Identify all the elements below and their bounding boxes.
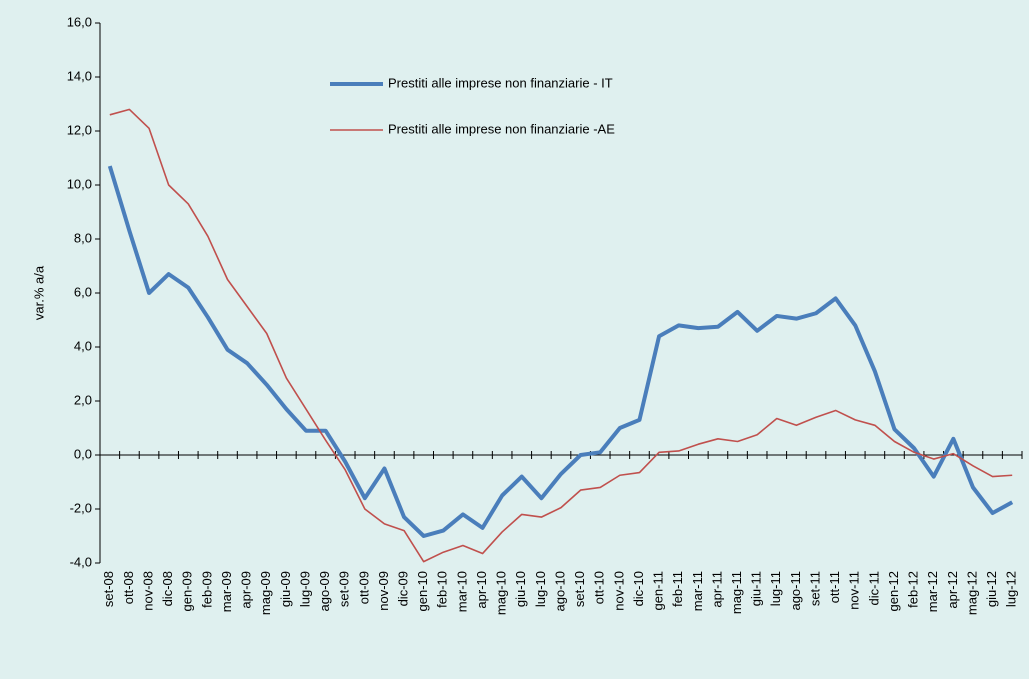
x-tick-label: feb-10 bbox=[435, 571, 450, 608]
x-tick-label: nov-10 bbox=[611, 571, 626, 611]
x-tick-label: mar-12 bbox=[925, 571, 940, 612]
x-tick-label: set-08 bbox=[101, 571, 116, 607]
y-tick-label: 4,0 bbox=[74, 338, 92, 353]
x-tick-label: feb-11 bbox=[670, 571, 685, 607]
y-tick-label: 12,0 bbox=[67, 122, 92, 137]
x-tick-label: set-11 bbox=[807, 571, 822, 606]
x-tick-label: mag-09 bbox=[258, 571, 273, 615]
x-tick-label: mag-10 bbox=[494, 571, 509, 615]
x-tick-label: nov-11 bbox=[847, 571, 862, 610]
x-tick-label: giu-12 bbox=[984, 571, 999, 607]
x-tick-label: dic-11 bbox=[866, 571, 881, 605]
x-tick-label: dic-10 bbox=[631, 571, 646, 606]
x-tick-label: ott-09 bbox=[356, 571, 371, 604]
x-tick-label: dic-08 bbox=[160, 571, 175, 606]
x-tick-label: nov-09 bbox=[376, 571, 391, 611]
x-tick-label: gen-09 bbox=[180, 571, 195, 611]
y-tick-label: 10,0 bbox=[67, 176, 92, 191]
x-tick-label: gen-12 bbox=[886, 571, 901, 611]
x-tick-label: feb-09 bbox=[199, 571, 214, 608]
x-tick-label: mag-11 bbox=[729, 571, 744, 614]
y-tick-label: 14,0 bbox=[67, 68, 92, 83]
x-tick-label: set-09 bbox=[337, 571, 352, 607]
x-tick-label: mar-11 bbox=[690, 571, 705, 611]
y-tick-label: 6,0 bbox=[74, 284, 92, 299]
series-line bbox=[109, 108, 1013, 563]
y-tick-label: 8,0 bbox=[74, 230, 92, 245]
y-tick-label: 2,0 bbox=[74, 392, 92, 407]
x-tick-label: ott-10 bbox=[592, 571, 607, 604]
x-tick-label: gen-11 bbox=[651, 571, 666, 611]
legend-label: Prestiti alle imprese non finanziarie - … bbox=[388, 75, 613, 90]
y-tick-label: 0,0 bbox=[74, 446, 92, 461]
x-tick-label: dic-09 bbox=[396, 571, 411, 606]
x-tick-label: lug-11 bbox=[768, 571, 783, 606]
x-tick-label: set-10 bbox=[572, 571, 587, 607]
x-tick-label: lug-10 bbox=[533, 571, 548, 607]
x-tick-label: apr-12 bbox=[945, 571, 960, 609]
x-tick-label: mag-12 bbox=[964, 571, 979, 615]
x-tick-label: ago-09 bbox=[317, 571, 332, 611]
x-tick-label: ago-10 bbox=[552, 571, 567, 611]
x-tick-label: feb-12 bbox=[906, 571, 921, 608]
x-tick-label: ott-08 bbox=[121, 571, 136, 604]
legend-label: Prestiti alle imprese non finanziarie -A… bbox=[388, 121, 615, 136]
x-tick-label: apr-09 bbox=[239, 571, 254, 609]
y-axis-label: var.% a/a bbox=[31, 265, 46, 320]
x-tick-label: mar-09 bbox=[219, 571, 234, 612]
series-line bbox=[107, 165, 1014, 538]
x-tick-label: giu-09 bbox=[278, 571, 293, 607]
x-tick-label: lug-12 bbox=[1004, 571, 1019, 607]
x-tick-label: apr-11 bbox=[709, 571, 724, 608]
x-tick-label: ago-11 bbox=[788, 571, 803, 611]
x-tick-label: lug-09 bbox=[297, 571, 312, 607]
x-tick-label: ott-11 bbox=[827, 571, 842, 603]
x-tick-label: apr-10 bbox=[474, 571, 489, 609]
y-tick-label: -4,0 bbox=[70, 554, 92, 569]
x-tick-label: giu-11 bbox=[749, 571, 764, 606]
x-tick-label: mar-10 bbox=[454, 571, 469, 612]
x-tick-label: nov-08 bbox=[140, 571, 155, 611]
y-tick-label: 16,0 bbox=[67, 14, 92, 29]
x-tick-label: giu-10 bbox=[513, 571, 528, 607]
y-tick-label: -2,0 bbox=[70, 500, 92, 515]
x-tick-label: gen-10 bbox=[415, 571, 430, 611]
